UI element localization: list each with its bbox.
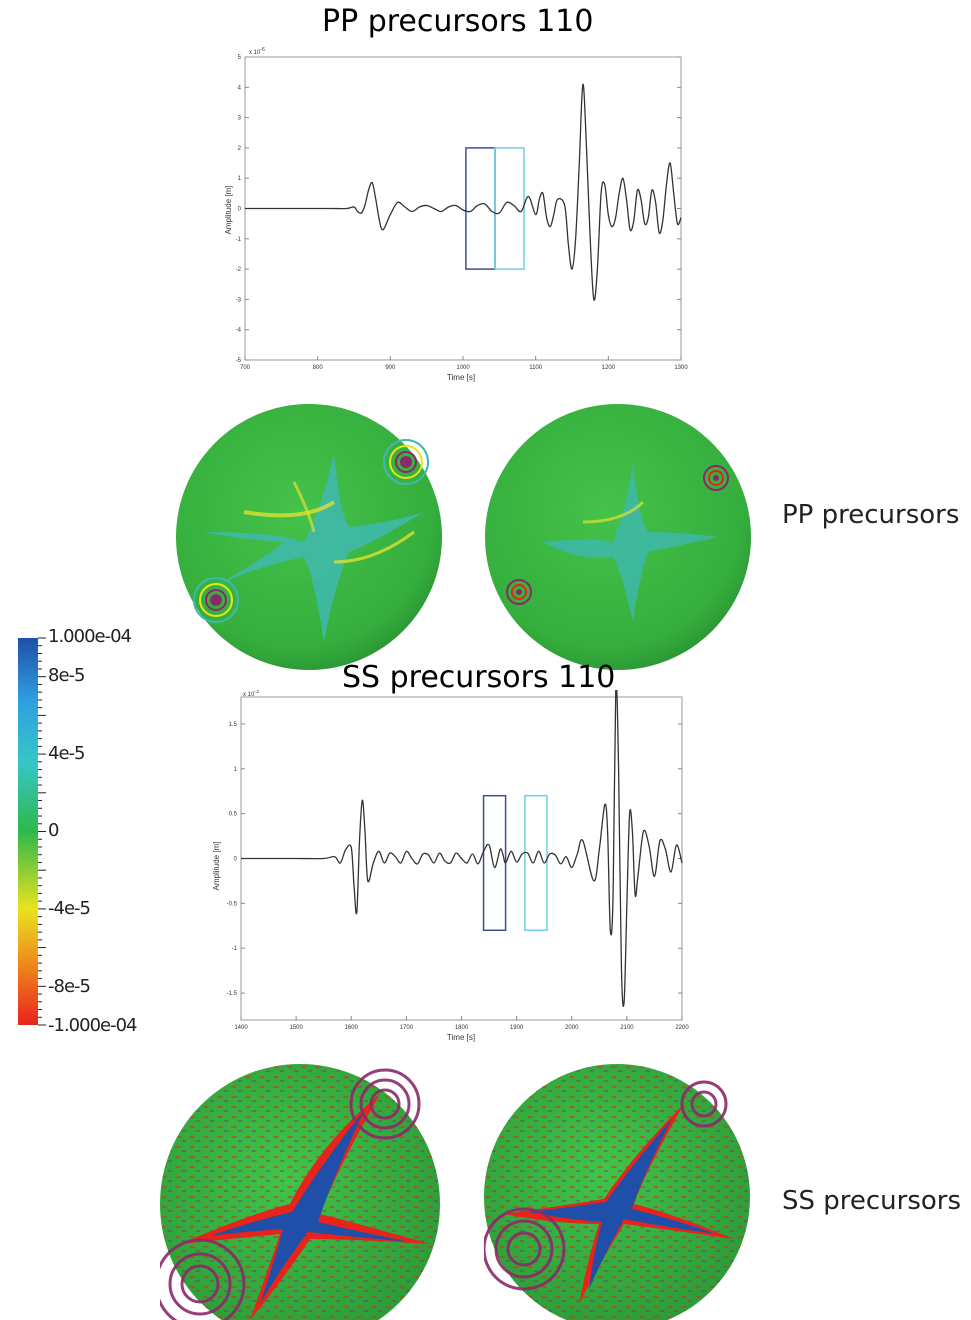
colorbar-label: 1.000e-04 — [48, 626, 132, 647]
ss-x-tick-label: 2200 — [675, 1025, 689, 1031]
ss-x-tick-label: 2100 — [620, 1025, 634, 1031]
ss-y-tick-label: 0.5 — [229, 812, 238, 818]
pp-x-tick-label: 800 — [313, 365, 324, 371]
ss-y-tick-label: 1 — [234, 767, 238, 773]
ss-y-tick-label: 1.5 — [229, 722, 238, 728]
ss-x-tick-label: 1700 — [400, 1025, 414, 1031]
pp-y-tick-label: 4 — [238, 85, 242, 91]
ss-x-tick-label: 1900 — [510, 1025, 524, 1031]
pp-window-boxes — [465, 147, 525, 270]
pp-y-tick-label: 2 — [238, 146, 242, 152]
pp-side-label: PP precursors — [782, 500, 960, 530]
pp-x-tick-label: 1300 — [674, 365, 688, 371]
ss-x-tick-label: 1800 — [455, 1025, 469, 1031]
ss-sphere-right — [484, 1064, 750, 1320]
ss-y-tick-label: -0.5 — [227, 901, 238, 907]
pp-chart-title: PP precursors 110 — [322, 4, 594, 39]
ss-waveform-line — [240, 690, 683, 1007]
ss-y-tick-label: -1 — [232, 946, 238, 952]
colorbar-label: 0 — [48, 820, 59, 841]
pp-y-tick-label: -3 — [236, 297, 242, 303]
pp-sphere-right — [485, 404, 751, 670]
pp-x-ticks: 700 800 900 1000 1100 1200 1300 — [240, 356, 688, 371]
colorbar-gradient — [18, 638, 38, 1025]
pp-x-tick-label: 1100 — [529, 365, 543, 371]
colorbar-ticks — [38, 637, 46, 1026]
ss-x-tick-label: 1400 — [234, 1025, 248, 1031]
colorbar-label: 8e-5 — [48, 665, 85, 686]
ss-exponent-label: x 10-3 — [243, 690, 259, 698]
colorbar-label: -8e-5 — [48, 976, 91, 997]
pp-exponent-label: x 10-6 — [249, 47, 265, 56]
ss-x-axis-label: Time [s] — [447, 1033, 475, 1042]
pp-x-tick-label: 1000 — [456, 365, 470, 371]
pp-y-axis-label: Amplitude [m] — [224, 186, 233, 235]
pp-y-tick-label: 5 — [238, 55, 242, 61]
colorbar-label: -1.000e-04 — [48, 1015, 137, 1036]
ss-x-ticks: 1400 1500 1600 1700 1800 1900 2000 2100 2200 — [234, 1016, 689, 1031]
colorbar-label: 4e-5 — [48, 743, 85, 764]
ss-side-label: SS precursors — [782, 1186, 962, 1216]
pp-sphere-left — [176, 404, 442, 670]
pp-y-ticks: 5 4 3 2 1 0 -1 -2 -3 -4 -5 — [236, 55, 681, 364]
ss-chart: 1.510.50-0.5-1-1.5 1400 1500 1600 1700 1800 1… — [212, 690, 689, 1042]
pp-y-tick-label: -4 — [236, 328, 242, 334]
pp-x-tick-label: 900 — [385, 365, 396, 371]
ss-sphere-left — [160, 1064, 440, 1320]
pp-y-tick-label: -1 — [236, 237, 242, 243]
pp-y-tick-label: 1 — [238, 176, 242, 182]
ss-y-tick-label: 0 — [234, 857, 238, 863]
ss-y-axis-label: Amplitude [m] — [212, 842, 221, 891]
pp-y-tick-label: -5 — [236, 358, 242, 364]
pp-window-box — [494, 147, 525, 270]
pp-y-tick-label: 0 — [238, 207, 242, 213]
pp-waveform-line — [244, 83, 682, 301]
ss-x-tick-label: 1500 — [289, 1025, 303, 1031]
pp-x-tick-label: 700 — [240, 365, 251, 371]
colorbar-label: -4e-5 — [48, 898, 91, 919]
colorbar — [18, 637, 46, 1026]
ss-y-tick-label: -1.5 — [227, 991, 238, 997]
ss-chart-title: SS precursors 110 — [342, 660, 616, 695]
ss-x-tick-label: 1600 — [345, 1025, 359, 1031]
pp-x-tick-label: 1200 — [602, 365, 616, 371]
ss-window-box — [524, 794, 548, 932]
pp-chart: 5 4 3 2 1 0 -1 -2 -3 -4 -5 700 800 900 1000 1100 1200 13… — [224, 47, 688, 382]
pp-y-tick-label: 3 — [238, 116, 242, 122]
ss-x-tick-label: 2000 — [565, 1025, 579, 1031]
pp-x-axis-label: Time [s] — [447, 373, 475, 382]
pp-y-tick-label: -2 — [236, 267, 242, 273]
